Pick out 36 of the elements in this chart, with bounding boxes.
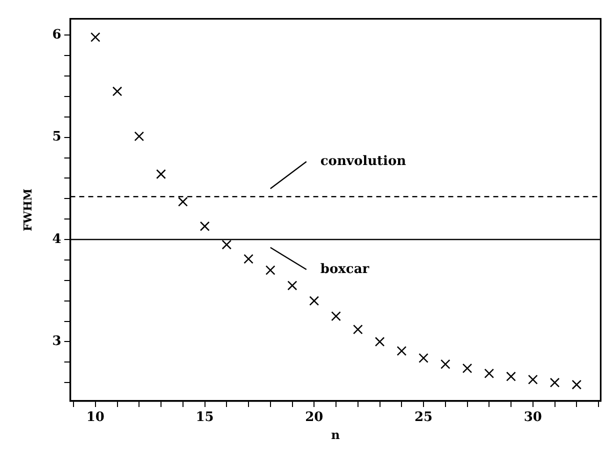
- point: [331, 311, 341, 322]
- point: [90, 32, 100, 42]
- point: [396, 346, 407, 356]
- point: [353, 324, 363, 334]
- point: [112, 86, 122, 96]
- point: [418, 353, 428, 363]
- x-axis-title: n: [331, 428, 340, 442]
- point: [178, 196, 188, 207]
- point: [266, 265, 276, 276]
- point: [528, 374, 538, 384]
- point: [462, 363, 472, 374]
- ref-line-label: convolution: [320, 154, 407, 169]
- point: [550, 378, 560, 388]
- point: [134, 131, 144, 142]
- x-tick-label: 30: [524, 410, 542, 426]
- x-tick-label: 20: [305, 410, 324, 426]
- point: [572, 380, 582, 390]
- y-tick-label: 5: [52, 130, 62, 145]
- x-tick-label: 15: [196, 410, 214, 426]
- point: [222, 240, 232, 250]
- point: [244, 254, 254, 264]
- point: [309, 296, 320, 306]
- y-tick-label: 3: [52, 334, 62, 350]
- point: [156, 169, 166, 180]
- point: [200, 221, 210, 232]
- point: [287, 280, 298, 290]
- point: [374, 336, 385, 347]
- y-tick-label: 6: [52, 28, 62, 43]
- x-tick-label: 10: [86, 410, 104, 426]
- x-tick-label: 25: [414, 410, 433, 426]
- point: [484, 368, 494, 378]
- point: [440, 359, 450, 370]
- point: [506, 372, 516, 382]
- y-axis-title: FWHM: [21, 188, 34, 232]
- y-tick-label: 4: [52, 232, 62, 247]
- ref-line-label: boxcar: [320, 262, 370, 277]
